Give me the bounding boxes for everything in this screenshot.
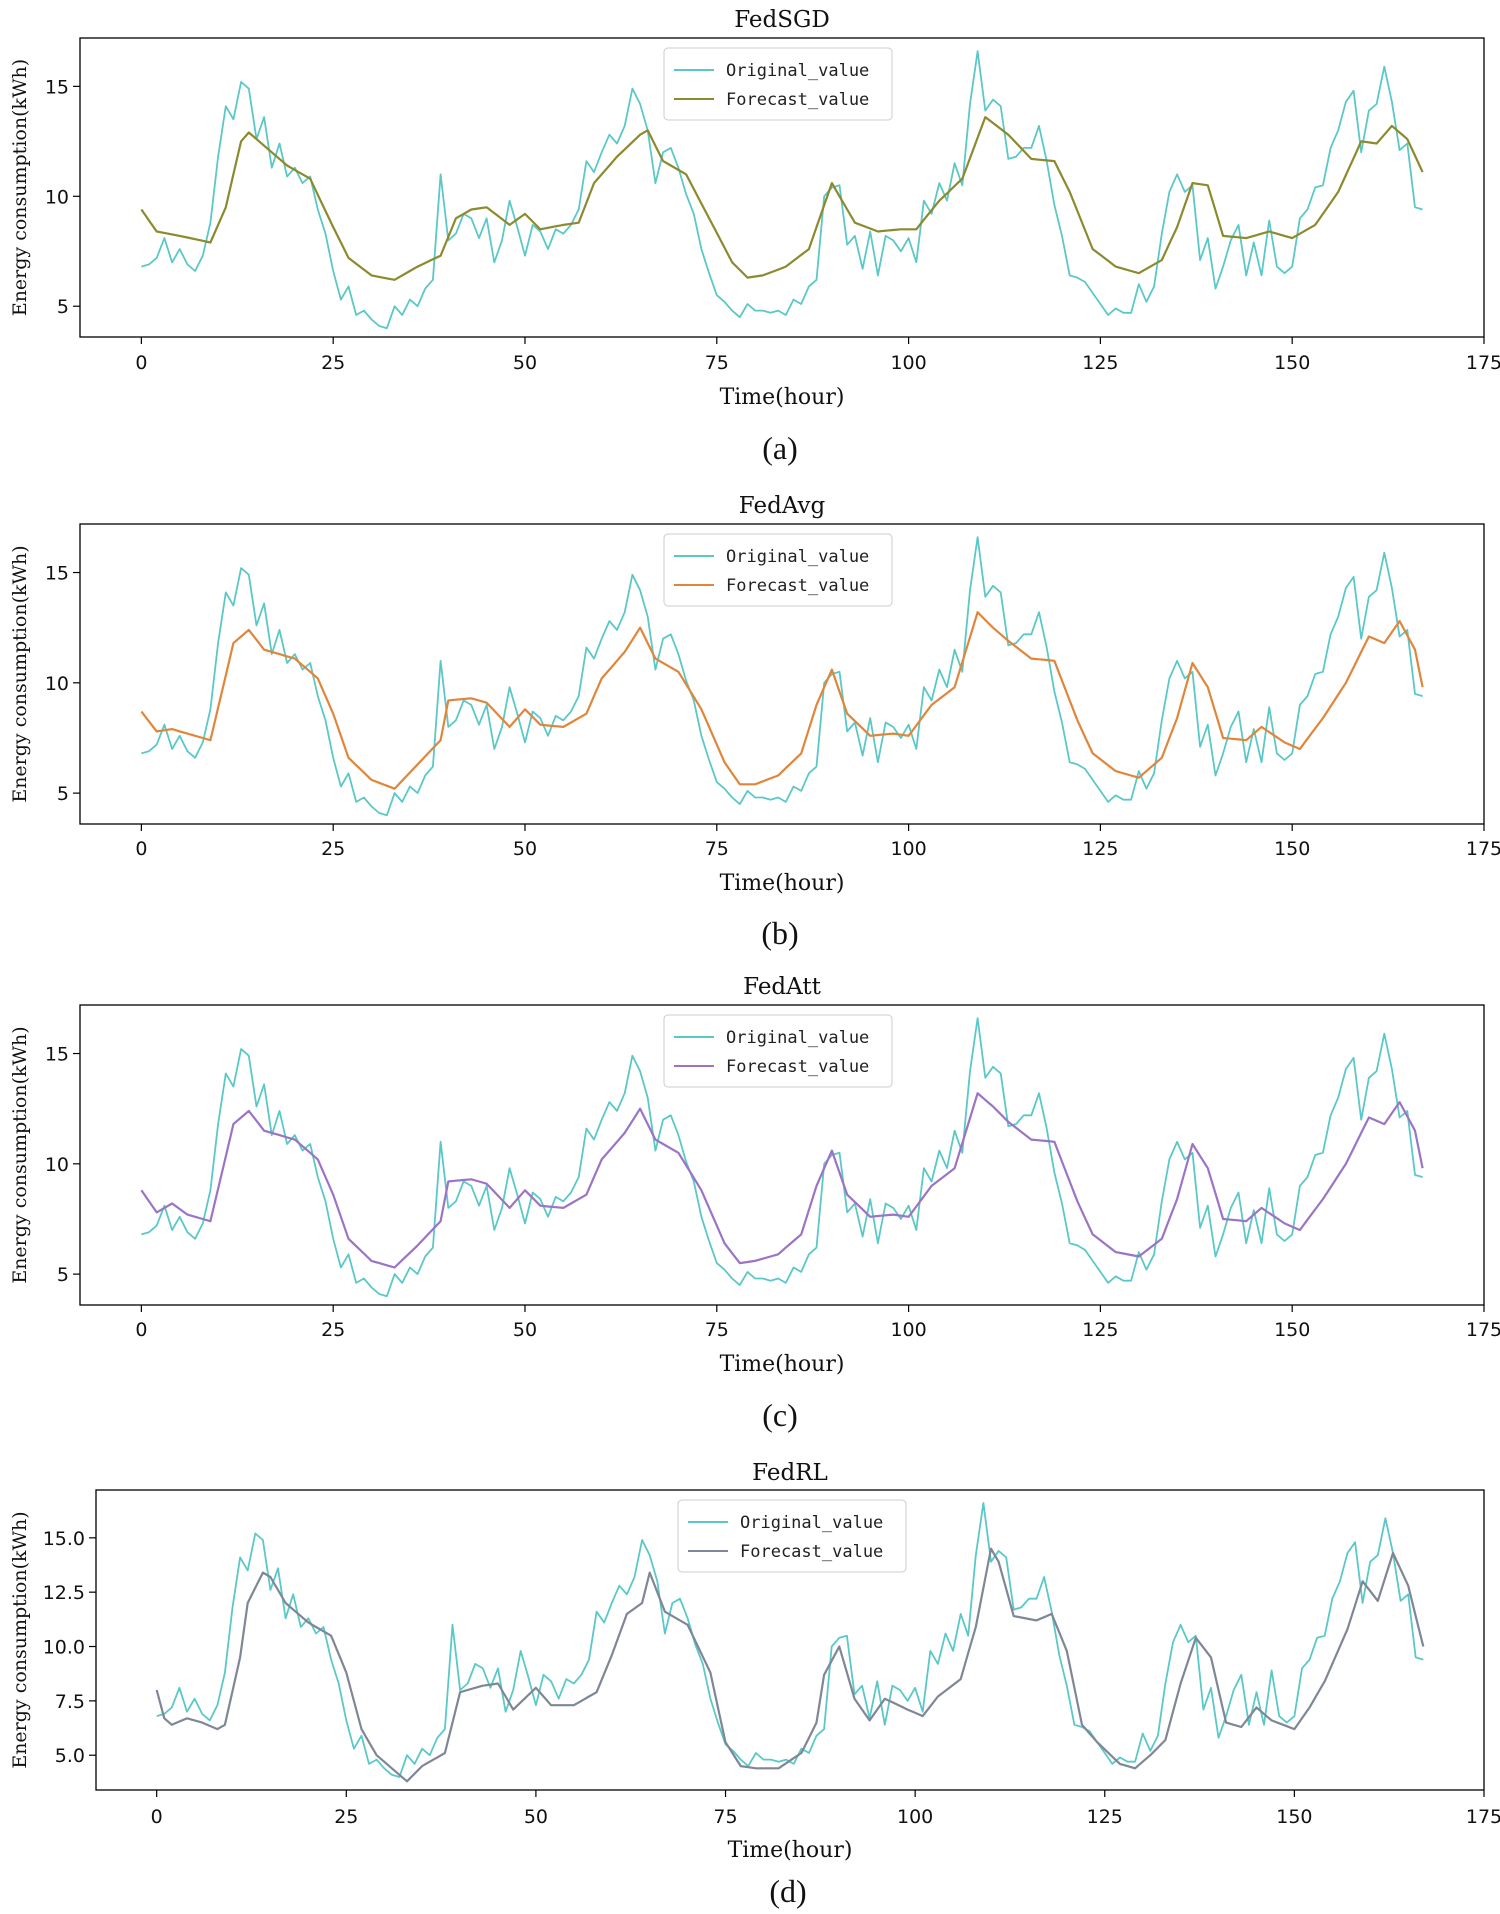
y-tick-label: 10 <box>45 673 69 695</box>
panel-caption: (a) <box>762 430 798 466</box>
legend-original-label: Original_value <box>740 1513 883 1533</box>
y-tick-label: 5 <box>57 296 69 318</box>
x-tick-label: 150 <box>1274 838 1310 860</box>
x-tick-label: 100 <box>890 838 926 860</box>
panel-caption: (b) <box>761 915 798 951</box>
x-tick-label: 125 <box>1082 838 1118 860</box>
axes-frame <box>95 1489 1485 1791</box>
chart-panel-b: FedAvg 0 25 50 75 100 125 150 175 5 10 15 Time(hour)… <box>9 493 1500 951</box>
chart-title: FedAtt <box>743 974 821 1000</box>
x-tick-label: 100 <box>897 1806 933 1828</box>
x-tick-label: 75 <box>705 352 729 374</box>
axes-frame <box>79 1004 1485 1306</box>
y-tick-label: 15 <box>45 563 69 585</box>
forecast-value-line <box>140 1092 1424 1269</box>
x-tick-label: 75 <box>705 1319 729 1341</box>
chart-title: FedSGD <box>734 7 830 33</box>
original-value-line <box>141 536 1423 817</box>
legend-box <box>663 47 893 121</box>
legend: Original_value Forecast_value <box>677 1499 907 1573</box>
x-tick-label: 100 <box>890 1319 926 1341</box>
legend-original-label: Original_value <box>726 61 869 81</box>
y-tick-label: 15 <box>45 1044 69 1066</box>
legend-forecast-label: Forecast_value <box>726 576 869 596</box>
y-tick-label: 15 <box>45 76 69 98</box>
y-tick-label: 7.5 <box>55 1691 85 1713</box>
y-tick-label: 10.0 <box>43 1637 85 1659</box>
y-tick-label: 15.0 <box>43 1528 85 1550</box>
x-tick-label: 150 <box>1274 1319 1310 1341</box>
x-tick-label: 50 <box>513 352 537 374</box>
legend-box <box>663 533 893 607</box>
x-axis-label: Time(hour) <box>728 1838 853 1863</box>
legend-original-label: Original_value <box>726 547 869 567</box>
x-tick-label: 175 <box>1466 352 1500 374</box>
y-tick-label: 12.5 <box>43 1582 85 1604</box>
x-tick-label: 50 <box>524 1806 548 1828</box>
x-tick-label: 50 <box>513 1319 537 1341</box>
legend-forecast-label: Forecast_value <box>740 1542 883 1562</box>
original-value-line <box>141 1017 1423 1298</box>
chart-panel-d: FedRL 0 25 50 75 100 125 150 175 5.0 7.5 10.0 12.5 15… <box>9 1460 1500 1909</box>
x-tick-label: 150 <box>1274 352 1310 374</box>
x-tick-label: 175 <box>1466 1806 1500 1828</box>
x-tick-label: 100 <box>890 352 926 374</box>
y-axis-label: Energy consumption(kWh) <box>9 59 31 316</box>
forecast-value-line <box>140 116 1424 281</box>
x-tick-label: 50 <box>513 838 537 860</box>
y-tick-label: 10 <box>45 186 69 208</box>
chart-panel-c: FedAtt 0 25 50 75 100 125 150 175 5 10 15 Time(hour)… <box>9 974 1500 1433</box>
x-tick-label: 0 <box>135 1319 147 1341</box>
x-axis-label: Time(hour) <box>720 385 845 410</box>
y-axis-label: Energy consumption(kWh) <box>9 1026 31 1283</box>
y-axis-label: Energy consumption(kWh) <box>9 545 31 802</box>
x-tick-label: 25 <box>321 1319 345 1341</box>
chart-title: FedRL <box>752 1460 828 1486</box>
x-tick-label: 25 <box>334 1806 358 1828</box>
legend: Original_value Forecast_value <box>663 47 893 121</box>
x-tick-label: 25 <box>321 838 345 860</box>
forecast-value-line <box>140 611 1424 790</box>
x-tick-label: 125 <box>1082 352 1118 374</box>
x-tick-label: 75 <box>705 838 729 860</box>
y-tick-label: 5 <box>57 783 69 805</box>
forecast-value-line <box>155 1547 1425 1783</box>
x-tick-label: 175 <box>1466 1319 1500 1341</box>
x-tick-label: 150 <box>1276 1806 1312 1828</box>
x-tick-label: 0 <box>151 1806 163 1828</box>
x-tick-label: 175 <box>1466 838 1500 860</box>
y-tick-label: 5.0 <box>55 1745 85 1767</box>
x-axis-label: Time(hour) <box>720 871 845 896</box>
x-tick-label: 25 <box>321 352 345 374</box>
x-axis-label: Time(hour) <box>720 1352 845 1377</box>
chart-panel-a: FedSGD 0 25 50 75 100 125 150 175 5 10 15 Time(hour)… <box>9 7 1500 466</box>
axes-frame <box>79 37 1485 338</box>
chart-title: FedAvg <box>739 493 826 519</box>
original-value-line <box>141 50 1423 330</box>
legend-forecast-label: Forecast_value <box>726 90 869 110</box>
x-tick-label: 75 <box>713 1806 737 1828</box>
y-axis-label: Energy consumption(kWh) <box>9 1511 31 1768</box>
x-tick-label: 0 <box>135 352 147 374</box>
legend: Original_value Forecast_value <box>663 533 893 607</box>
x-tick-label: 125 <box>1082 1319 1118 1341</box>
y-tick-label: 5 <box>57 1264 69 1286</box>
panel-caption: (d) <box>769 1873 806 1909</box>
legend-original-label: Original_value <box>726 1028 869 1048</box>
legend-forecast-label: Forecast_value <box>726 1057 869 1077</box>
x-tick-label: 125 <box>1087 1806 1123 1828</box>
legend: Original_value Forecast_value <box>663 1014 893 1088</box>
y-tick-label: 10 <box>45 1154 69 1176</box>
panel-caption: (c) <box>762 1397 798 1433</box>
legend-box <box>677 1499 907 1573</box>
axes-frame <box>79 523 1485 825</box>
legend-box <box>663 1014 893 1088</box>
x-tick-label: 0 <box>135 838 147 860</box>
